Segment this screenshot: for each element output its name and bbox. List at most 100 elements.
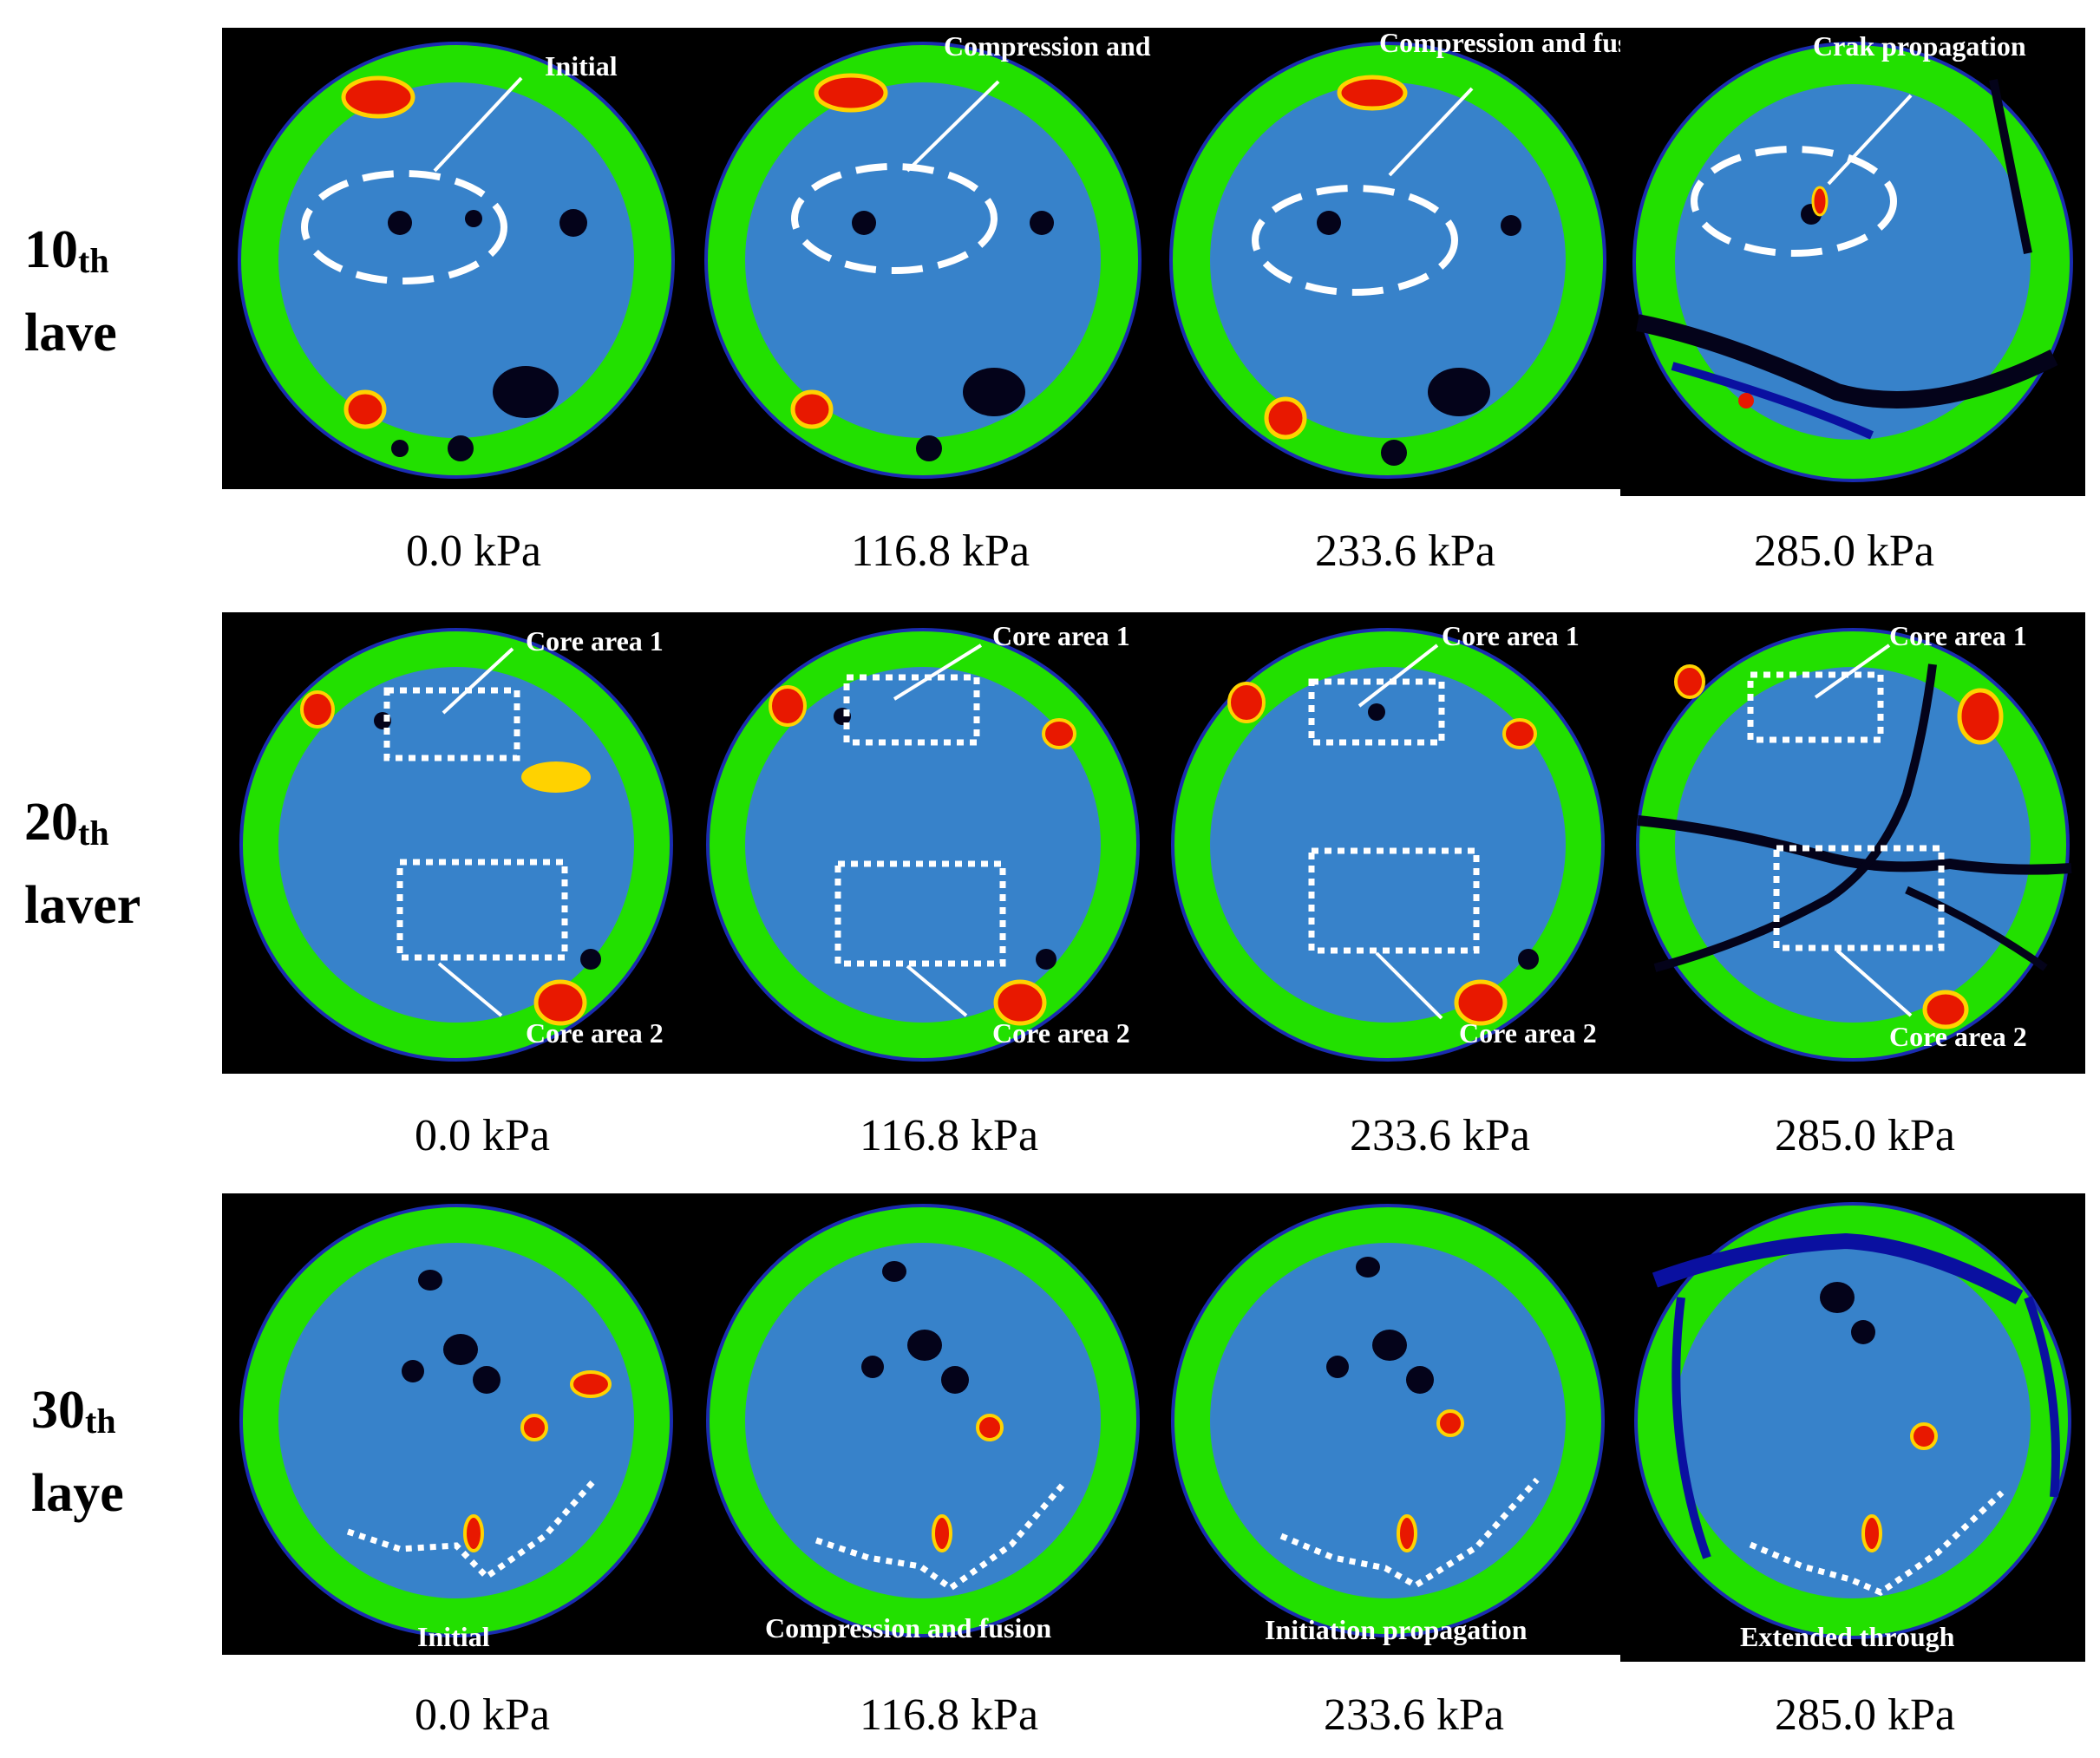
hot-inclusion xyxy=(932,1514,952,1552)
pore xyxy=(1501,215,1521,236)
callout-line xyxy=(906,80,1000,173)
pore xyxy=(963,368,1025,416)
hot-inclusion xyxy=(1227,682,1266,723)
hot-inclusion xyxy=(1910,1422,1938,1450)
pressure-label: 0.0 kPa xyxy=(415,1111,550,1160)
ct-slice: Core area 1 Core area 2 xyxy=(1171,620,1605,1062)
pore xyxy=(473,1366,500,1394)
pore xyxy=(1368,703,1385,721)
pressure-label: 0.0 kPa xyxy=(415,1690,550,1740)
pore xyxy=(443,1334,478,1365)
hot-inclusion xyxy=(520,1414,548,1441)
dotted-crack-path xyxy=(1279,1477,1540,1590)
annotation-label: Initial xyxy=(417,1621,490,1652)
callout-line xyxy=(1827,94,1913,186)
ct-image-panel: Compression and fusion xyxy=(690,28,1155,489)
hot-inclusion xyxy=(790,389,834,429)
dashed-ellipse-marker xyxy=(1691,146,1897,257)
pore xyxy=(1356,1257,1380,1278)
pore xyxy=(1820,1282,1855,1313)
pressure-label: 285.0 kPa xyxy=(1754,526,1934,576)
hot-inclusion xyxy=(1436,1409,1464,1437)
pressure-label: 233.6 kPa xyxy=(1324,1690,1504,1740)
pore xyxy=(1372,1330,1407,1361)
pore xyxy=(493,366,559,418)
crack xyxy=(1905,886,2048,971)
ct-image-panel: Crak propagation xyxy=(1620,28,2085,496)
core-area-2-label: Core area 2 xyxy=(1459,1017,1597,1049)
ct-image-panel: Initial xyxy=(222,1193,690,1655)
core-area-1-box xyxy=(383,687,520,761)
core-area-2-label: Core area 2 xyxy=(1889,1021,2027,1052)
annotation-label: Crak propagation xyxy=(1813,30,2026,62)
callout-line xyxy=(893,644,983,701)
callout-line xyxy=(1814,644,1891,699)
pore xyxy=(852,211,876,235)
core-area-2-label: Core area 2 xyxy=(526,1017,664,1049)
annotation-label: Initial xyxy=(545,50,618,82)
inner-region xyxy=(745,82,1101,438)
ct-slice: Compression and fusion xyxy=(706,1204,1140,1644)
inner-region xyxy=(278,82,634,438)
ct-image-panel: Initiation propagation xyxy=(1155,1193,1620,1655)
pore xyxy=(861,1356,884,1378)
hot-inclusion xyxy=(533,979,587,1026)
callout-line xyxy=(442,647,514,715)
row-ordinal: 30 xyxy=(31,1381,85,1440)
warm-inclusion xyxy=(521,761,591,793)
inner-region xyxy=(1210,1243,1566,1598)
row-ordinal-suffix: th xyxy=(78,814,109,853)
pressure-label: 285.0 kPa xyxy=(1775,1111,1955,1160)
pore xyxy=(1428,368,1490,416)
ct-image-panel: Core area 1 Core area 2 xyxy=(690,612,1155,1074)
annotation-label: Compression and fusion xyxy=(765,1612,1051,1644)
pressure-label: 233.6 kPa xyxy=(1350,1111,1530,1160)
inner-region xyxy=(278,1243,634,1598)
pressure-label: 0.0 kPa xyxy=(406,526,541,576)
hot-inclusion xyxy=(343,389,387,429)
pore xyxy=(1851,1320,1875,1344)
row-ordinal-suffix: th xyxy=(85,1402,116,1441)
hot-inclusion xyxy=(341,75,415,119)
hot-inclusion xyxy=(300,690,335,729)
pore xyxy=(388,211,412,235)
pore xyxy=(907,1330,942,1361)
ct-slice: Crak propagation xyxy=(1632,30,2073,482)
ct-slice: Core area 1 Core area 2 xyxy=(239,625,673,1062)
pressure-label: 285.0 kPa xyxy=(1775,1690,1955,1740)
hot-inclusion xyxy=(1922,990,1969,1029)
hot-inclusion xyxy=(976,1414,1004,1441)
core-area-2-box xyxy=(834,860,1006,967)
pore xyxy=(1326,1356,1349,1378)
pressure-label: 116.8 kPa xyxy=(850,526,1030,576)
crack xyxy=(1671,1297,1711,1559)
ct-slice: Compression and fusion xyxy=(1169,28,1620,479)
row-word: laye xyxy=(31,1464,124,1524)
hot-inclusion xyxy=(993,979,1047,1026)
callout-line xyxy=(1357,644,1439,708)
callout-line xyxy=(906,964,968,1017)
ct-image-panel: Core area 1 Core area 2 xyxy=(1155,612,1620,1074)
callout-line xyxy=(437,962,503,1017)
row-label-20th: 20th laver xyxy=(24,781,141,947)
callout-line xyxy=(1835,949,1913,1017)
pore xyxy=(1317,211,1341,235)
row-label-30th: 30th laye xyxy=(31,1369,124,1535)
row-ordinal: 20 xyxy=(24,793,78,852)
ct-image-panel: Extended through xyxy=(1620,1193,2085,1662)
hot-inclusion xyxy=(1337,75,1408,111)
ct-slice: Core area 1 Core area 2 xyxy=(1636,620,2072,1062)
pressure-label: 233.6 kPa xyxy=(1315,526,1495,576)
pore xyxy=(882,1261,906,1282)
hot-inclusion xyxy=(570,1370,612,1398)
hot-inclusion xyxy=(1811,186,1829,217)
core-area-1-box xyxy=(843,674,980,746)
callout-line xyxy=(433,76,523,173)
inner-region xyxy=(278,667,634,1023)
pore xyxy=(1030,211,1054,235)
crack xyxy=(1989,79,2032,254)
row-word: lave xyxy=(24,304,117,363)
core-area-1-label: Core area 1 xyxy=(1889,620,2027,651)
crack xyxy=(1652,1232,2024,1304)
annotation-label: Compression and fusion xyxy=(944,30,1155,62)
